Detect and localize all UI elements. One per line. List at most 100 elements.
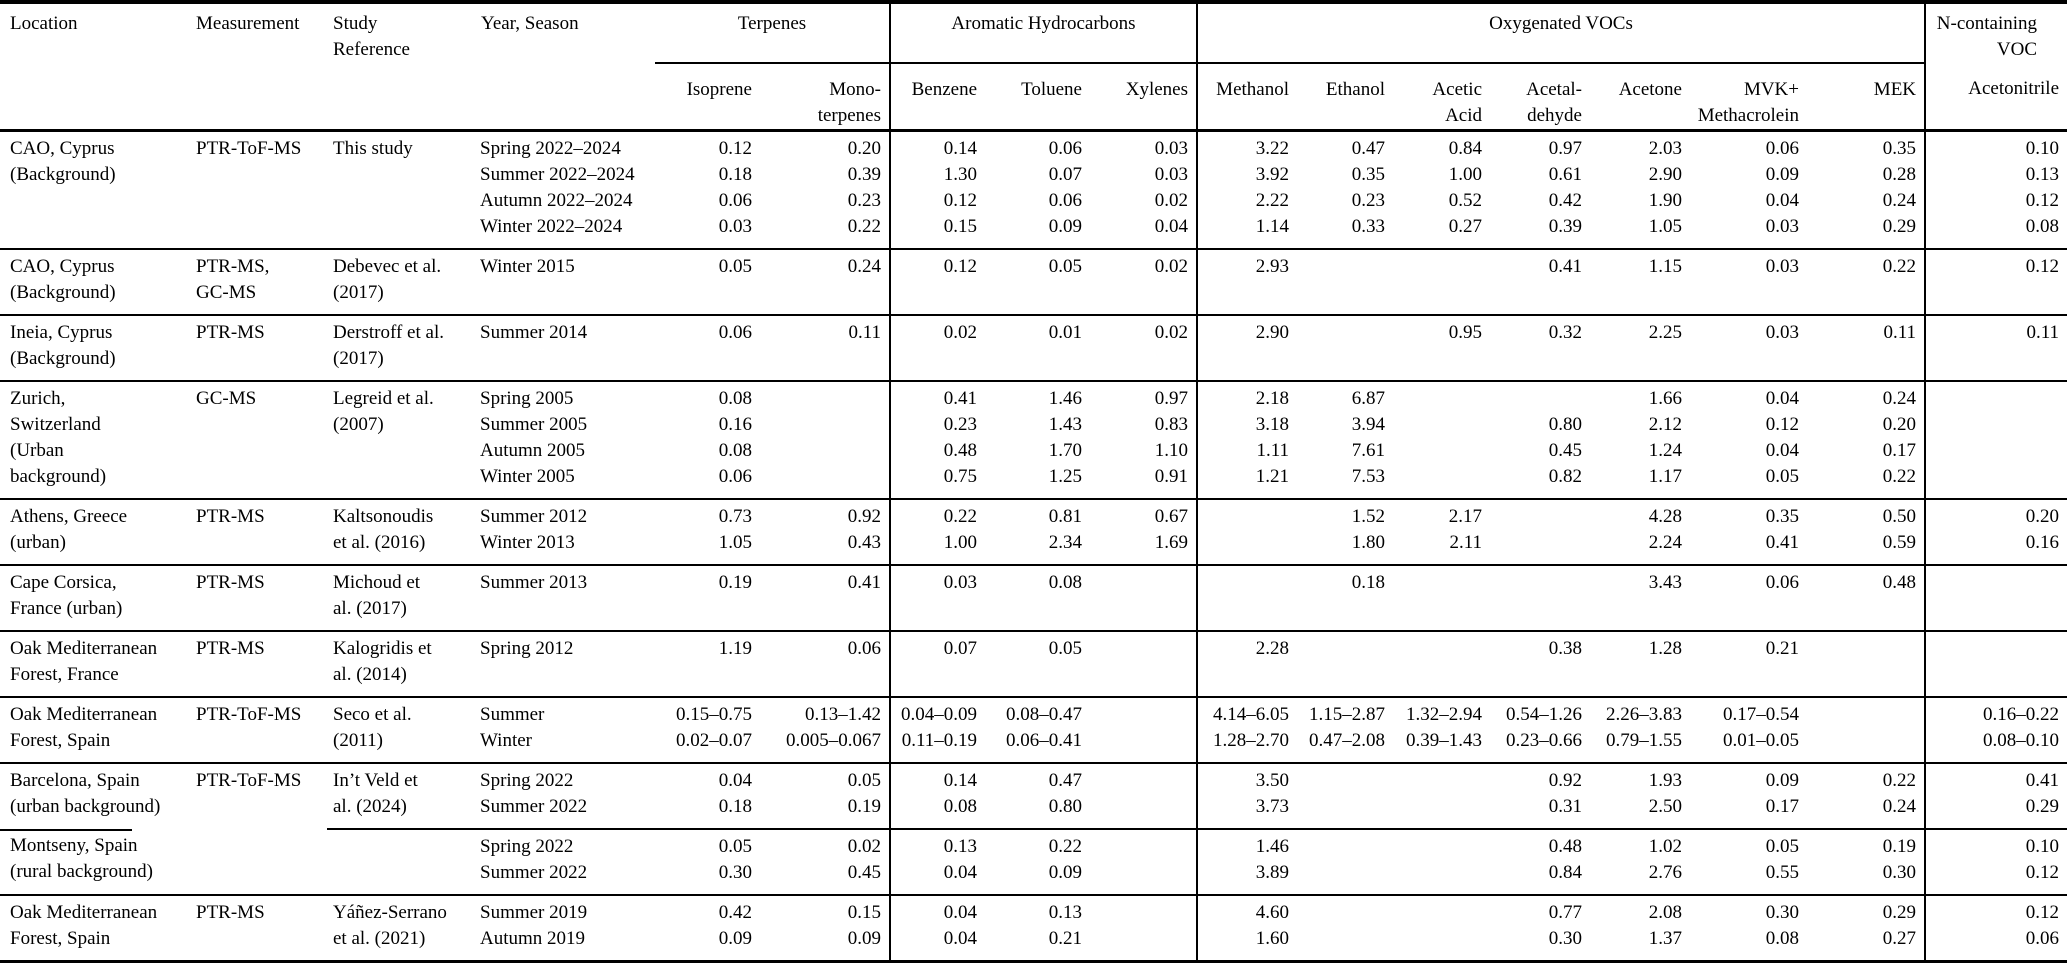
- value-cell: 0.05: [760, 762, 891, 794]
- value-cell: 0.39–1.43: [1406, 730, 1482, 751]
- value-cell: 0.19: [655, 564, 760, 631]
- table-row: Athens, Greece (urban) PTR-MS Kaltsonoudis…: [0, 498, 2067, 565]
- measurement-cell: PTR-MS: [190, 314, 327, 381]
- value-cell: 0.05: [655, 828, 760, 860]
- location-cell: Zurich, Switzerland (Urban background): [0, 380, 190, 499]
- value-cell: [1090, 828, 1198, 860]
- col-header-measurement: Measurement: [190, 2, 327, 132]
- value-cell: 0.11: [760, 314, 891, 381]
- value-cell: 0.43: [760, 530, 891, 565]
- value-cell: 4.28: [1590, 498, 1690, 530]
- reference-cell: Michoud et al. (2017): [327, 564, 475, 631]
- value-cell: 0.22: [985, 828, 1090, 860]
- value-cell: 0.50: [1807, 498, 1927, 530]
- table-row: Summer 2022 0.30 0.45 0.04 0.09 3.89 0.84 2.76 0…: [0, 860, 2067, 895]
- location-cell: Oak Mediterranean Forest, Spain: [0, 696, 190, 763]
- value-cell: 0.22: [760, 214, 891, 249]
- value-cell: [1393, 438, 1490, 464]
- value-cell: 0.11: [1807, 314, 1927, 381]
- value-cell: 0.81: [985, 498, 1090, 530]
- value-cell: 0.45: [760, 860, 891, 895]
- value-cell: [1393, 464, 1490, 499]
- value-cell: 0.47–2.08: [1309, 730, 1385, 751]
- value-cell: 0.22: [1807, 248, 1927, 315]
- table-row: Barcelona, Spain (urban background) PTR-T…: [0, 762, 2067, 829]
- reference-cell: This study: [327, 129, 475, 249]
- col-header-acetic-acid: Acetic Acid: [1393, 63, 1490, 132]
- season-cell: Spring 2005: [475, 380, 655, 412]
- table-group: Zurich, Switzerland (Urban background) GC…: [0, 380, 2067, 499]
- value-cell: 0.08: [2025, 216, 2060, 237]
- value-cell: 0.23: [760, 188, 891, 214]
- value-cell: 0.80: [1048, 796, 1082, 817]
- value-cell: 2.12: [1648, 414, 1682, 435]
- value-cell: 1.28–2.70: [1213, 730, 1289, 751]
- value-cell: 1.80: [1351, 532, 1385, 553]
- measurement-cell: PTR-ToF-MS: [190, 129, 327, 249]
- measurement-cell: PTR-MS, GC-MS: [190, 248, 327, 315]
- value-cell: 0.06: [985, 129, 1090, 162]
- value-cell: 2.22: [1255, 190, 1289, 211]
- value-cell: 2.76: [1648, 862, 1682, 883]
- value-cell: 0.47: [1297, 129, 1393, 162]
- table-group: Ineia, Cyprus (Background) PTR-MS Derstrof…: [0, 314, 2067, 381]
- value-cell: 2.03: [1590, 129, 1690, 162]
- season-cell: Summer 2013: [475, 564, 655, 631]
- value-cell: 2.90: [1197, 314, 1297, 381]
- table-row: CAO, Cyprus (Background) PTR-MS, GC-MS Deb…: [0, 248, 2067, 315]
- season-cell: Autumn 2019: [480, 928, 586, 949]
- value-cell: 0.95: [1393, 314, 1490, 381]
- season-cell: Spring 2012: [475, 630, 655, 697]
- value-cell: 0.18: [718, 796, 752, 817]
- table-row: Winter 2013 1.05 0.43 1.00 2.34 1.69 1.80 2.11 2…: [0, 530, 2067, 565]
- value-cell: 1.93: [1590, 762, 1690, 794]
- value-cell: 0.41: [890, 380, 985, 412]
- table-group: Oak Mediterranean Forest, Spain PTR-MS Yáñ…: [0, 894, 2067, 962]
- season-cell: Spring 2022–2024: [475, 129, 655, 162]
- reference-cell: Kaltsonoudis et al. (2016): [327, 498, 475, 565]
- value-cell: 0.84: [1393, 129, 1490, 162]
- col-header-toluene: Toluene: [985, 63, 1090, 132]
- value-cell: 0.10: [1925, 828, 2067, 860]
- value-cell: 2.90: [1648, 164, 1682, 185]
- col-header-methanol: Methanol: [1197, 63, 1297, 132]
- value-cell: 1.60: [1255, 928, 1289, 949]
- value-cell: 0.09: [1048, 862, 1082, 883]
- measurement-cell: PTR-ToF-MS: [190, 696, 327, 763]
- value-cell: 0.42: [1548, 190, 1582, 211]
- value-cell: 0.39: [760, 162, 891, 188]
- table-row: Oak Mediterranean Forest, Spain PTR-MS Yáñ…: [0, 894, 2067, 962]
- table-row: Autumn 2022–2024 0.06 0.23 0.12 0.06 0.02 2.22…: [0, 188, 2067, 214]
- value-cell: 0.24: [760, 248, 891, 315]
- value-cell: 0.17–0.54: [1690, 696, 1807, 728]
- value-cell: 0.02: [890, 314, 985, 381]
- value-cell: 0.35: [1807, 129, 1927, 162]
- value-cell: 0.39: [1548, 216, 1582, 237]
- value-cell: 0.05: [985, 630, 1090, 697]
- value-cell: 1.46: [985, 380, 1090, 412]
- value-cell: 0.22: [1807, 464, 1927, 499]
- value-cell: 0.30: [718, 862, 752, 883]
- season-cell: Summer 2019: [475, 894, 655, 926]
- reference-cell: Yáñez-Serrano et al. (2021): [327, 894, 475, 962]
- value-cell: 1.32–2.94: [1393, 696, 1490, 728]
- value-cell: 3.18: [1255, 414, 1289, 435]
- value-cell: [1393, 828, 1490, 860]
- value-cell: [1090, 630, 1198, 697]
- value-cell: [1297, 860, 1393, 895]
- value-cell: 0.06: [1690, 564, 1807, 631]
- table-row: Summer 2005 0.16 0.23 1.43 0.83 3.18 3.94 0.80 2…: [0, 412, 2067, 438]
- season-cell: Summer 2022: [480, 796, 588, 817]
- value-cell: 7.61: [1351, 440, 1385, 461]
- value-cell: 0.27: [1448, 216, 1482, 237]
- value-cell: 0.92: [760, 498, 891, 530]
- value-cell: 0.29: [2025, 796, 2060, 817]
- value-cell: 0.20: [1925, 498, 2067, 530]
- value-cell: [1297, 926, 1393, 962]
- value-cell: 0.75: [943, 466, 977, 487]
- value-cell: 0.28: [1807, 162, 1927, 188]
- group-header-n-containing-voc: N-containing VOC: [1936, 13, 2038, 60]
- reference-cell: Debevec et al. (2017): [327, 248, 475, 315]
- value-cell: [1393, 894, 1490, 926]
